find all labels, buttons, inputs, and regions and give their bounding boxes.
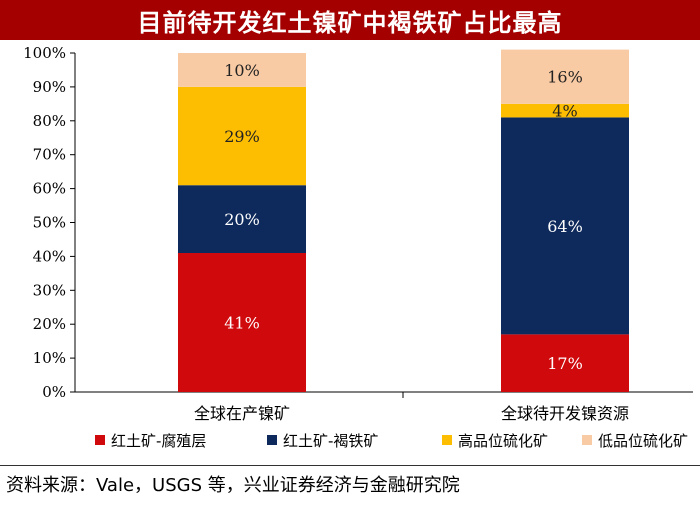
bar-segment — [178, 185, 306, 254]
y-tick-label: 70% — [33, 146, 66, 164]
legend-swatch — [95, 435, 105, 445]
data-label: 64% — [547, 217, 583, 236]
bar-segment — [501, 117, 629, 335]
bar-segment — [178, 53, 306, 87]
legend-swatch — [442, 435, 452, 445]
stacked-bar-chart: 0% 10% 20% 30% 40% 50% 60% 70% 80% 90% 100% 41% 20% 2… — [23, 44, 693, 450]
x-tick-label: 全球在产镍矿 — [194, 404, 290, 423]
chart-title: 目前待开发红土镍矿中褐铁矿占比最高 — [0, 0, 700, 40]
y-tick-label: 80% — [33, 112, 66, 130]
data-label: 29% — [224, 127, 260, 146]
data-label: 17% — [547, 354, 583, 373]
data-label: 4% — [552, 102, 577, 121]
x-tick-label: 全球待开发镍资源 — [501, 404, 629, 423]
y-tick-label: 50% — [33, 214, 66, 232]
data-label: 41% — [224, 314, 260, 333]
data-label: 16% — [547, 68, 583, 87]
y-tick-label: 30% — [33, 281, 66, 299]
y-tick-label: 90% — [33, 78, 66, 96]
legend-label: 红土矿-腐殖层 — [111, 432, 206, 450]
data-label: 20% — [224, 210, 260, 229]
legend-label: 低品位硫化矿 — [598, 432, 688, 450]
source-note: 资料来源：Vale，USGS 等，兴业证券经济与金融研究院 — [6, 475, 460, 496]
legend-label: 高品位硫化矿 — [458, 432, 548, 450]
legend-swatch — [267, 435, 277, 445]
bar-segment — [501, 49, 629, 104]
legend-label: 红土矿-褐铁矿 — [283, 432, 378, 450]
y-tick-label: 40% — [33, 247, 66, 265]
bar-segment — [501, 334, 629, 392]
bar-segment — [501, 103, 629, 118]
y-tick-label: 0% — [42, 383, 66, 401]
bar-segment — [178, 253, 306, 392]
y-tick-label: 10% — [33, 349, 66, 367]
bar-segment — [178, 86, 306, 186]
y-tick-label: 60% — [33, 180, 66, 198]
y-tick-label: 20% — [33, 315, 66, 333]
data-label: 10% — [224, 61, 260, 80]
legend-swatch — [582, 435, 592, 445]
y-tick-label: 100% — [23, 44, 66, 62]
source-divider — [0, 465, 700, 466]
